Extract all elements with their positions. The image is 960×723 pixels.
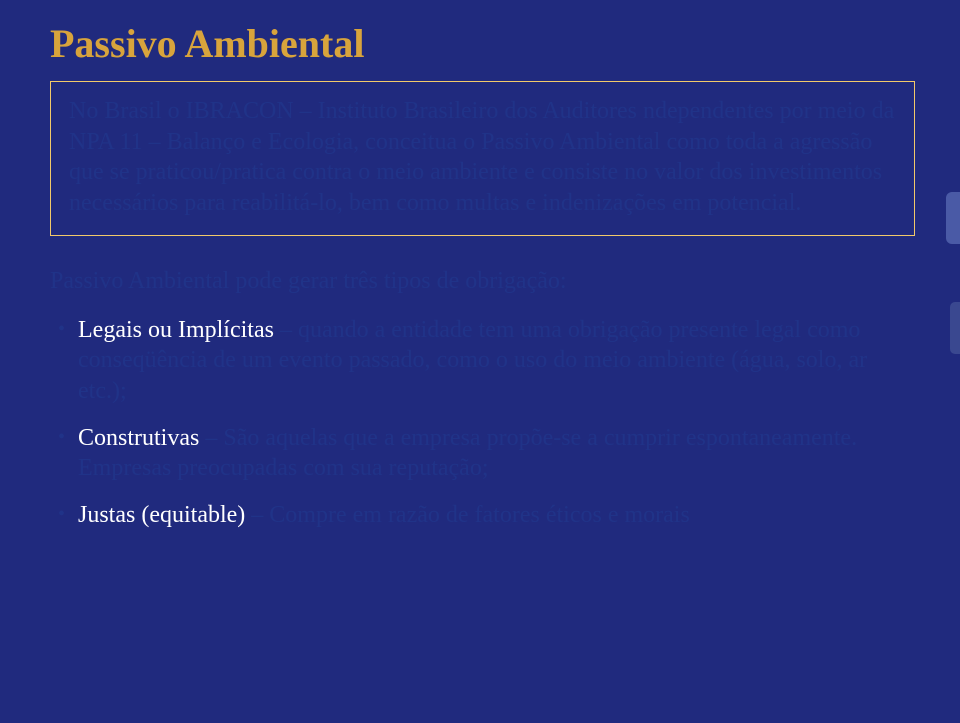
bullet-list: Legais ou Implícitas – quando a entidade…: [50, 315, 915, 531]
bullet-rest: – Compre em razão de fatores éticos e mo…: [245, 502, 690, 528]
slide: Passivo Ambiental No Brasil o IBRACON – …: [0, 0, 960, 723]
slide-title: Passivo Ambiental: [50, 20, 915, 67]
list-item: Construtivas – São aquelas que a empresa…: [58, 423, 915, 484]
bullet-term: Construtivas: [78, 425, 199, 451]
list-item: Justas (equitable) – Compre em razão de …: [58, 500, 915, 531]
bullet-term: Legais ou Implícitas: [78, 317, 274, 343]
intro-text: No Brasil o IBRACON – Instituto Brasilei…: [69, 96, 896, 219]
decoration-bottom: [950, 302, 960, 354]
sub-intro: Passivo Ambiental pode gerar três tipos …: [50, 266, 915, 297]
intro-box: No Brasil o IBRACON – Instituto Brasilei…: [50, 81, 915, 236]
list-item: Legais ou Implícitas – quando a entidade…: [58, 315, 915, 407]
bullet-term: Justas (equitable): [78, 502, 245, 528]
decoration-top: [946, 192, 960, 244]
